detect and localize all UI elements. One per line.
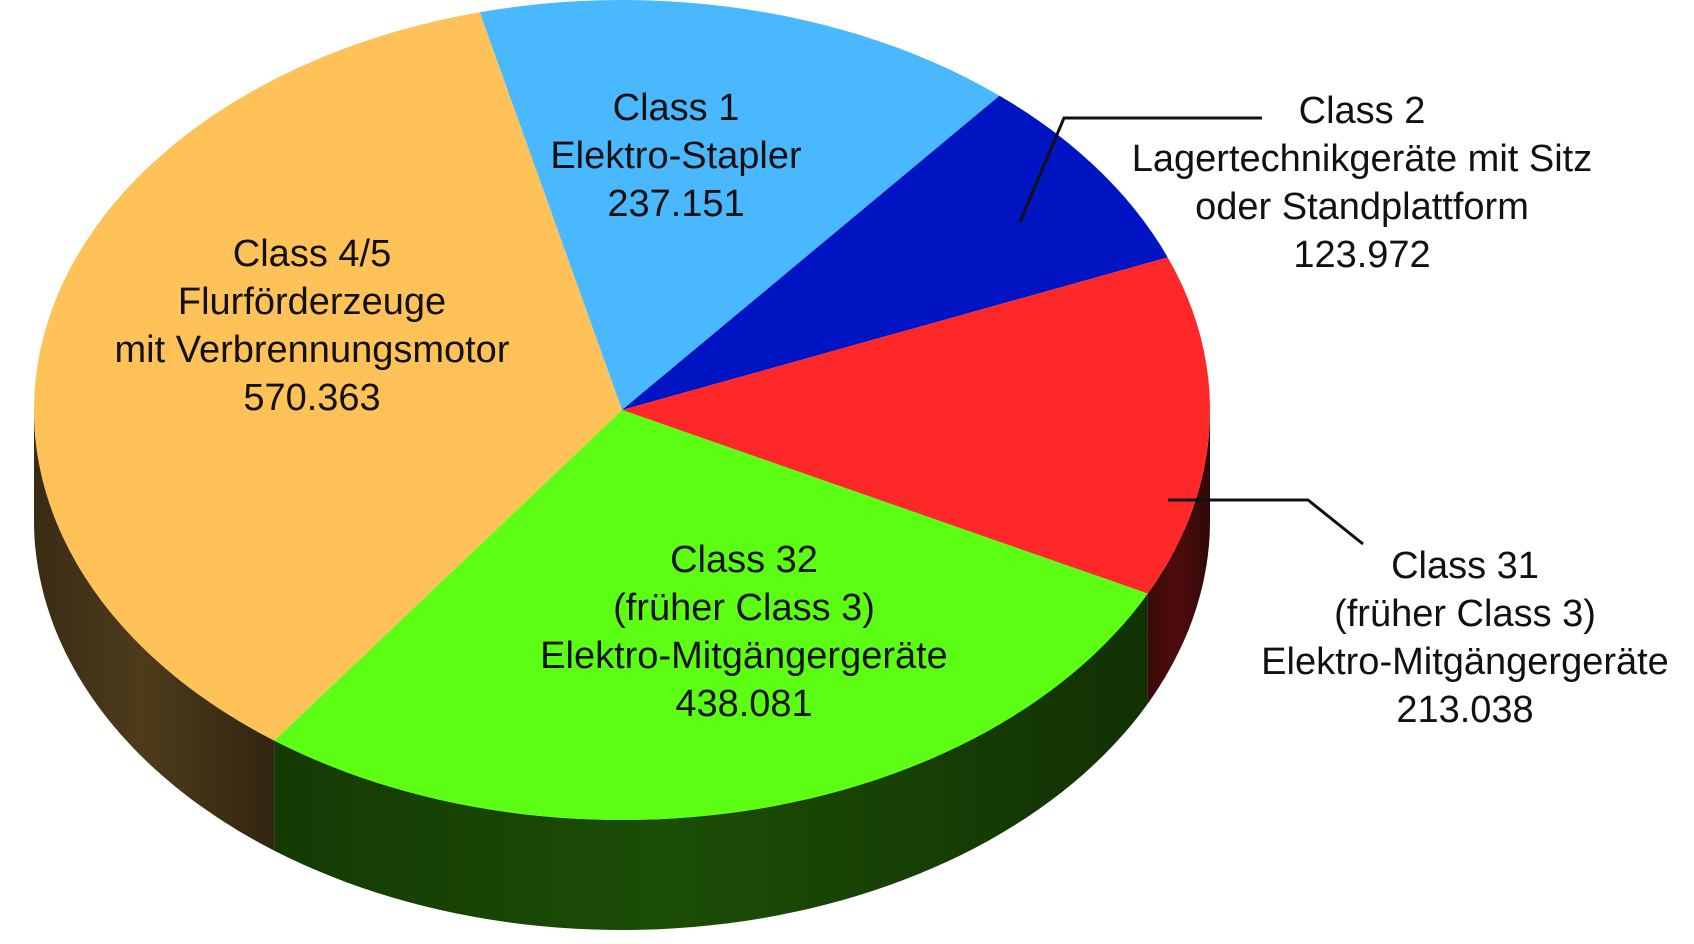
- label-class-4-5: Class 4/5 Flurförderzeuge mit Verbrennungs…: [115, 233, 510, 419]
- slice-name-label: Class 2: [1299, 90, 1426, 132]
- slice-class-1: [479, 0, 1000, 410]
- slice-value-label: 123.972: [1293, 234, 1430, 276]
- label-class-32: Class 32 (früher Class 3) Elektro-Mitgänge…: [540, 539, 948, 725]
- slice-name-label: mit Verbrennungsmotor: [115, 329, 510, 371]
- leader-line-class-2: [1018, 116, 1262, 223]
- slice-side-shade-class-4-5: [34, 410, 275, 851]
- slice-name-label: Elektro-Mitgängergeräte: [1261, 641, 1669, 683]
- slice-name-label: Class 4/5: [233, 233, 391, 275]
- label-class-2: Class 2 Lagertechnikgeräte mit Sitz oder S…: [1132, 90, 1592, 276]
- pie-sides: [34, 410, 1210, 930]
- slice-name-label: Elektro-Stapler: [550, 135, 802, 177]
- slice-name-label: Flurförderzeuge: [178, 281, 446, 323]
- slice-labels: Class 1 Elektro-Stapler 237.151 Class 2 Lage…: [115, 87, 1669, 731]
- leader-line-class-31: [1168, 498, 1364, 546]
- label-class-31: Class 31 (früher Class 3) Elektro-Mitgänge…: [1261, 545, 1669, 731]
- pie-slices: [34, 0, 1210, 820]
- slice-value-label: 237.151: [607, 183, 744, 225]
- slice-class-32: [274, 410, 1148, 820]
- slice-name-label: Elektro-Mitgängergeräte: [540, 635, 948, 677]
- slice-name-label: oder Standplattform: [1195, 186, 1529, 228]
- slice-value-label: 570.363: [243, 377, 380, 419]
- slice-class-2: [622, 95, 1168, 410]
- slice-side-shade-class-31: [1147, 410, 1210, 704]
- slice-name-label: Class 32: [670, 539, 818, 581]
- label-class-1: Class 1 Elektro-Stapler 237.151: [550, 87, 802, 225]
- slice-class-31: [622, 257, 1210, 594]
- slice-name-label: Class 31: [1391, 545, 1539, 587]
- slice-value-label: 438.081: [675, 683, 812, 725]
- slice-side-shade-class-32: [274, 593, 1148, 930]
- slice-class-4-5: [34, 12, 622, 741]
- leader-lines: [1018, 116, 1364, 546]
- slice-name-label: Lagertechnikgeräte mit Sitz: [1132, 138, 1592, 180]
- slice-name-label: (früher Class 3): [613, 587, 875, 629]
- slice-name-label: (früher Class 3): [1334, 593, 1596, 635]
- slice-name-label: Class 1: [613, 87, 740, 129]
- slice-value-label: 213.038: [1396, 689, 1533, 731]
